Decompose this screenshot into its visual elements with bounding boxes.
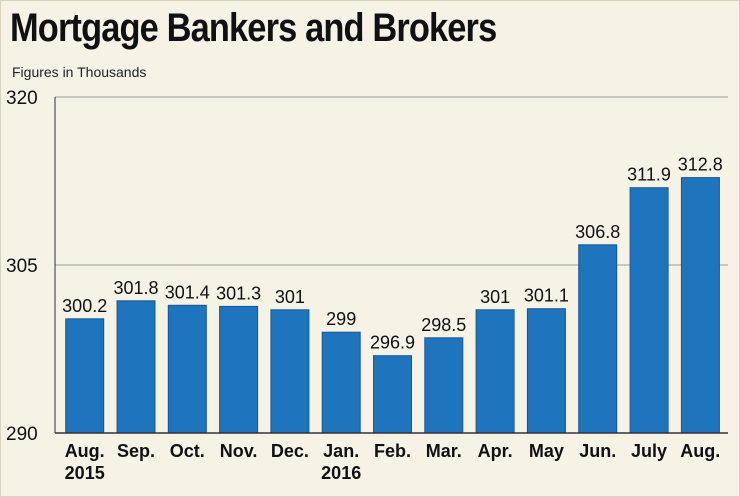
y-tick-label: 290	[6, 424, 38, 445]
x-tick-label: Apr.	[478, 441, 513, 461]
x-tick-label-line: Aug.	[65, 441, 105, 461]
x-tick-label-line: 2015	[65, 463, 105, 483]
data-label: 296.9	[370, 333, 415, 353]
bar	[219, 305, 259, 434]
data-label: 301.3	[216, 283, 261, 303]
x-tick-label: Nov.	[220, 441, 258, 461]
bar	[270, 309, 310, 434]
x-tick-label: May	[529, 441, 564, 461]
x-tick-label-line: 2016	[321, 463, 361, 483]
data-label: 299	[326, 309, 356, 329]
x-tick-label-line: Oct.	[170, 441, 205, 461]
x-tick-label: Jun.	[579, 441, 616, 461]
x-tick-label-line: Sep.	[117, 441, 155, 461]
data-label: 312.8	[678, 155, 723, 175]
bar	[65, 318, 105, 434]
x-tick-label: July	[631, 441, 667, 461]
bar	[321, 331, 361, 434]
bar	[167, 304, 207, 434]
x-tick-label: Sep.	[117, 441, 155, 461]
bar	[424, 337, 464, 434]
y-tick-label: 305	[6, 256, 38, 277]
chart-subtitle: Figures in Thousands	[12, 64, 147, 80]
x-tick-label-line: Apr.	[478, 441, 513, 461]
x-tick-label: Jan. 2016	[321, 441, 361, 483]
data-label: 311.9	[627, 165, 671, 185]
x-tick-label-line: Jan.	[323, 441, 359, 461]
x-tick-label-line: May	[529, 441, 564, 461]
x-tick-label-line: Nov.	[220, 441, 258, 461]
bar	[475, 309, 515, 434]
chart-title: Mortgage Bankers and Brokers	[10, 6, 497, 50]
data-label: 301	[275, 287, 305, 307]
x-tick-label: Aug.	[680, 441, 720, 461]
bar	[578, 244, 618, 434]
data-label: 301.8	[113, 278, 158, 298]
x-tick-label: Oct.	[170, 441, 205, 461]
x-tick-label-line: Dec.	[271, 441, 309, 461]
data-label: 301	[480, 287, 510, 307]
bar	[629, 187, 669, 434]
x-tick-label-line: Feb.	[374, 441, 411, 461]
x-tick-label-line: Jun.	[579, 441, 616, 461]
bar	[373, 355, 412, 434]
bar	[680, 177, 720, 434]
data-label: 301.1	[524, 286, 569, 306]
data-label: 301.4	[165, 282, 210, 302]
y-tick-label: 320	[6, 88, 38, 109]
x-tick-label: Aug. 2015	[65, 441, 105, 483]
x-tick-label: Feb.	[374, 441, 411, 461]
bar	[526, 308, 566, 434]
bar	[116, 300, 156, 434]
data-label: 300.2	[62, 296, 107, 316]
x-tick-label-line: Aug.	[680, 441, 720, 461]
x-tick-label: Dec.	[271, 441, 309, 461]
x-tick-label-line: July	[631, 441, 667, 461]
x-tick-label: Mar.	[426, 441, 462, 461]
data-label: 306.8	[575, 222, 620, 242]
x-tick-label-line: Mar.	[426, 441, 462, 461]
data-label: 298.5	[421, 315, 466, 335]
